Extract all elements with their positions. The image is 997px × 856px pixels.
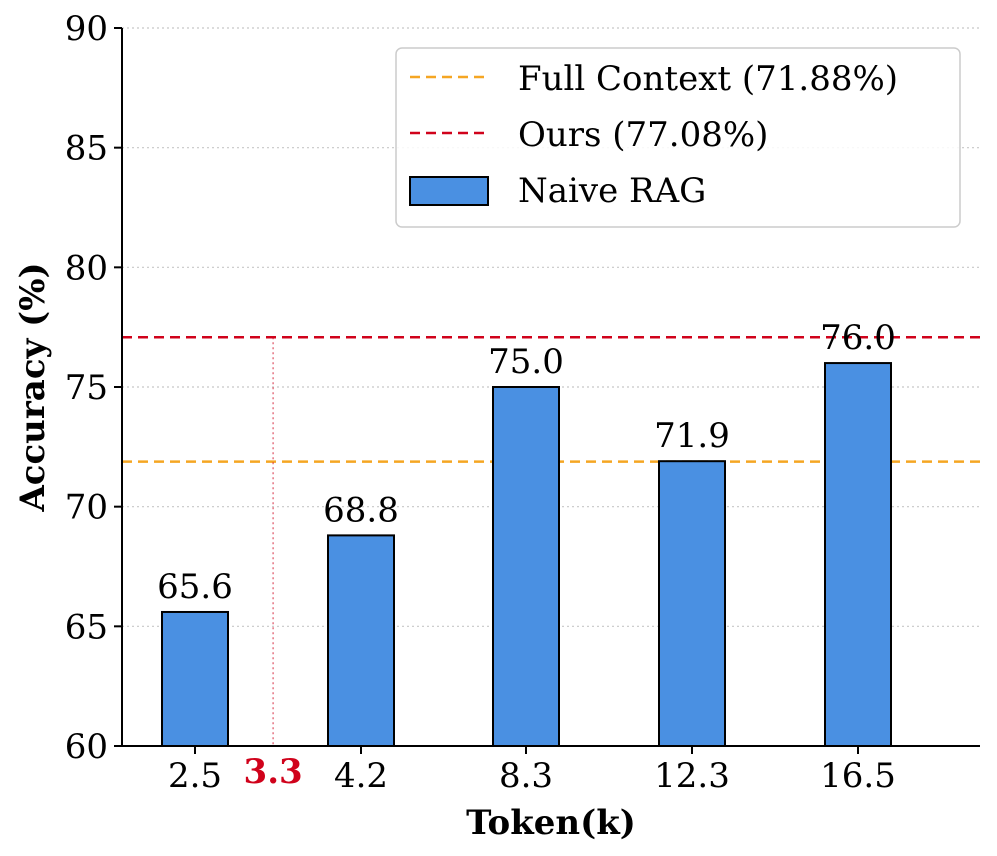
y-tick-label: 60 <box>65 727 108 767</box>
legend: Full Context (71.88%) Ours (77.08%) Naiv… <box>395 47 961 228</box>
bar-value-label: 65.6 <box>157 567 233 607</box>
y-tick-label: 75 <box>65 368 108 408</box>
reference-marker-label: 3.3 <box>244 752 303 792</box>
y-tick-label: 85 <box>65 129 108 169</box>
bar-value-label: 76.0 <box>820 318 896 358</box>
x-tick-label: 4.2 <box>334 756 388 796</box>
y-tick-label: 90 <box>65 9 108 49</box>
legend-label-naive-rag: Naive RAG <box>518 171 706 211</box>
y-tick-label: 80 <box>65 248 108 288</box>
y-axis-label: Accuracy (%) <box>13 262 53 512</box>
x-tick-label: 8.3 <box>499 756 553 796</box>
legend-frame <box>395 47 961 228</box>
reference-lines <box>122 335 980 746</box>
bar-value-label: 75.0 <box>488 342 564 382</box>
x-axis-label: Token(k) <box>466 803 636 843</box>
bar <box>658 460 726 747</box>
legend-swatch-naive-rag <box>409 176 489 206</box>
legend-label-full-context: Full Context (71.88%) <box>518 59 898 99</box>
bar-value-label: 68.8 <box>323 490 399 530</box>
bar <box>327 534 395 747</box>
bar <box>161 610 229 747</box>
y-tick-label: 65 <box>65 607 108 647</box>
legend-label-ours: Ours (77.08%) <box>518 115 768 155</box>
bar-value-label: 71.9 <box>654 416 730 456</box>
x-tick-label: 16.5 <box>820 756 896 796</box>
bars: 65.6 68.8 75.0 71.9 76.0 <box>157 318 896 747</box>
bar <box>824 362 892 747</box>
x-tick-label: 2.5 <box>168 756 222 796</box>
y-tick-label: 70 <box>65 488 108 528</box>
bar <box>492 386 560 747</box>
x-tick-label: 12.3 <box>654 756 730 796</box>
